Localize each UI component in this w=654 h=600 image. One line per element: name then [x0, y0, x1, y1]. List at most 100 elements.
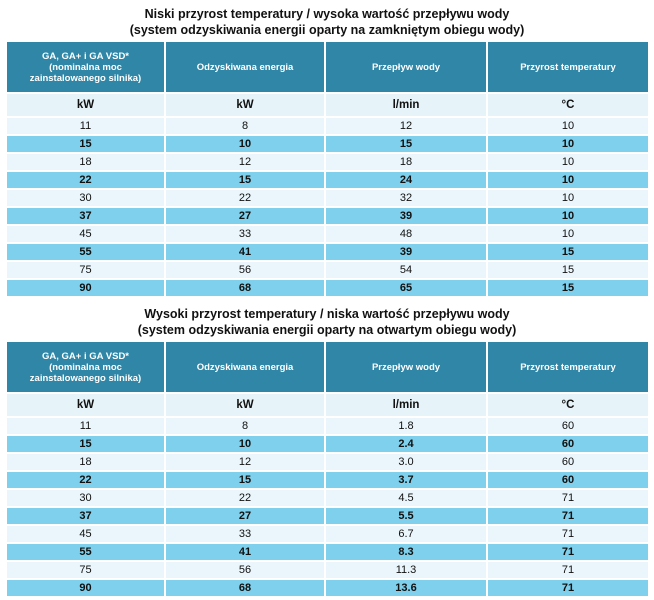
table-cell: 22 — [166, 490, 324, 506]
table-cell: 18 — [7, 154, 164, 170]
table-cell: 10 — [166, 436, 324, 452]
table-cell: 33 — [166, 526, 324, 542]
table-cell: 75 — [7, 262, 164, 278]
table-cell: 2.4 — [326, 436, 486, 452]
unit-cell: l/min — [326, 94, 486, 116]
table-cell: 22 — [166, 190, 324, 206]
table-cell: 71 — [488, 562, 648, 578]
table-row: 11 8 1.8 60 — [7, 418, 648, 434]
table-cell: 10 — [488, 208, 648, 224]
table-cell: 15 — [488, 262, 648, 278]
table-cell: 55 — [7, 544, 164, 560]
table-cell: 65 — [326, 280, 486, 296]
unit-cell: kW — [7, 394, 164, 416]
table-cell: 10 — [488, 118, 648, 134]
table-row: 75 56 54 15 — [7, 262, 648, 278]
table-cell: 60 — [488, 418, 648, 434]
table-cell: 1.8 — [326, 418, 486, 434]
table-cell: 39 — [326, 208, 486, 224]
table-title-line2: (system odzyskiwania energii oparty na o… — [137, 323, 517, 337]
table-row: 30 22 4.5 71 — [7, 490, 648, 506]
table-cell: 75 — [7, 562, 164, 578]
table-row: 90 68 65 15 — [7, 280, 648, 296]
unit-cell: kW — [7, 94, 164, 116]
table-cell: 12 — [326, 118, 486, 134]
table-title-line1: Wysoki przyrost temperatury / niska wart… — [144, 307, 510, 321]
header-motor-power: GA, GA+ i GA VSD* (nominalna moc zainsta… — [7, 342, 164, 392]
header-temperature-rise: Przyrost temperatury — [488, 342, 648, 392]
table-cell: 10 — [488, 226, 648, 242]
table-cell: 30 — [7, 190, 164, 206]
table-cell: 60 — [488, 454, 648, 470]
table-row: 55 41 8.3 71 — [7, 544, 648, 560]
table-cell: 60 — [488, 472, 648, 488]
header-line: (nominalna moc — [49, 61, 122, 73]
unit-cell: kW — [166, 394, 324, 416]
table-cell: 8.3 — [326, 544, 486, 560]
table-cell: 15 — [7, 136, 164, 152]
table-cell: 71 — [488, 508, 648, 524]
table-cell: 90 — [7, 580, 164, 596]
data-table-open-loop: GA, GA+ i GA VSD* (nominalna moc zainsta… — [5, 340, 650, 598]
table-section-open-loop: Wysoki przyrost temperatury / niska wart… — [0, 306, 654, 338]
table-cell: 15 — [166, 472, 324, 488]
table-row: 15 10 2.4 60 — [7, 436, 648, 452]
header-line: zainstalowanego silnika) — [29, 72, 142, 84]
table-row: 45 33 6.7 71 — [7, 526, 648, 542]
table-cell: 60 — [488, 436, 648, 452]
table-cell: 39 — [326, 244, 486, 260]
header-line: GA, GA+ i GA VSD* — [41, 350, 129, 362]
data-table-closed-loop: GA, GA+ i GA VSD* (nominalna moc zainsta… — [5, 40, 650, 298]
table-cell: 10 — [488, 136, 648, 152]
table-cell: 12 — [166, 454, 324, 470]
table-cell: 11 — [7, 118, 164, 134]
table-cell: 15 — [166, 172, 324, 188]
table-cell: 13.6 — [326, 580, 486, 596]
table-row: 15 10 15 10 — [7, 136, 648, 152]
table-cell: 32 — [326, 190, 486, 206]
table-cell: 4.5 — [326, 490, 486, 506]
table-row: 30 22 32 10 — [7, 190, 648, 206]
table-cell: 27 — [166, 508, 324, 524]
table-row: 18 12 18 10 — [7, 154, 648, 170]
table-title-line1: Niski przyrost temperatury / wysoka wart… — [144, 7, 510, 21]
header-recovered-energy: Odzyskiwana energia — [166, 342, 324, 392]
table-title-line2: (system odzyskiwania energii oparty na z… — [129, 23, 525, 37]
table-cell: 18 — [7, 454, 164, 470]
table-cell: 56 — [166, 262, 324, 278]
header-line: (nominalna moc — [49, 361, 122, 373]
table-cell: 30 — [7, 490, 164, 506]
table-cell: 10 — [488, 172, 648, 188]
table-cell: 27 — [166, 208, 324, 224]
table-cell: 5.5 — [326, 508, 486, 524]
table-cell: 15 — [7, 436, 164, 452]
unit-cell: °C — [488, 94, 648, 116]
table-row: 11 8 12 10 — [7, 118, 648, 134]
table-row: 45 33 48 10 — [7, 226, 648, 242]
header-water-flow: Przepływ wody — [326, 342, 486, 392]
table-cell: 45 — [7, 226, 164, 242]
table-cell: 18 — [326, 154, 486, 170]
table-cell: 3.7 — [326, 472, 486, 488]
table-cell: 45 — [7, 526, 164, 542]
header-water-flow: Przepływ wody — [326, 42, 486, 92]
table-cell: 11 — [7, 418, 164, 434]
unit-cell: °C — [488, 394, 648, 416]
table-row: 37 27 39 10 — [7, 208, 648, 224]
header-line: GA, GA+ i GA VSD* — [41, 50, 129, 62]
table-row: 22 15 3.7 60 — [7, 472, 648, 488]
table-cell: 33 — [166, 226, 324, 242]
table-cell: 37 — [7, 508, 164, 524]
table-cell: 15 — [488, 244, 648, 260]
table-cell: 10 — [166, 136, 324, 152]
header-temperature-rise: Przyrost temperatury — [488, 42, 648, 92]
table-row: 22 15 24 10 — [7, 172, 648, 188]
table-cell: 15 — [326, 136, 486, 152]
table-cell: 41 — [166, 544, 324, 560]
units-row: kW kW l/min °C — [7, 94, 648, 116]
table-cell: 8 — [166, 418, 324, 434]
table-cell: 37 — [7, 208, 164, 224]
table-body: kW kW l/min °C 11 8 12 10 15 10 15 10 18 12 18 10 22 15 24… — [7, 94, 648, 296]
header-line: zainstalowanego silnika) — [29, 372, 142, 384]
unit-cell: l/min — [326, 394, 486, 416]
